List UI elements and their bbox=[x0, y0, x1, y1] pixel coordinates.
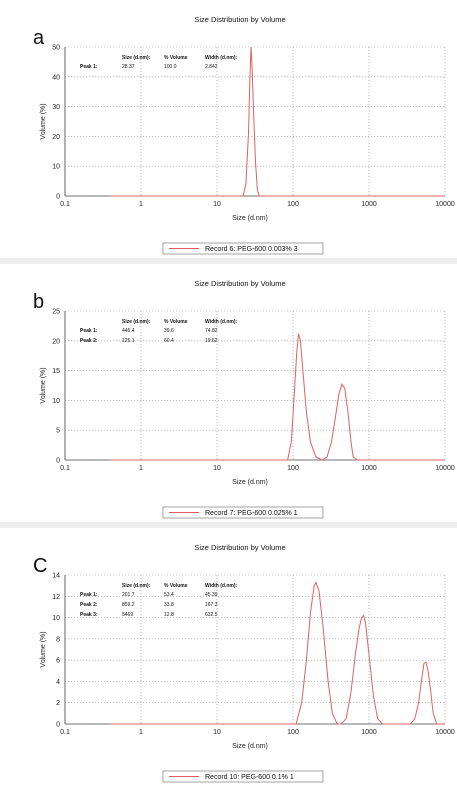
peak-label: Peak 1: bbox=[80, 328, 98, 334]
legend-box bbox=[162, 506, 324, 519]
x-tick-label: 100 bbox=[287, 729, 299, 736]
y-tick-label: 4 bbox=[56, 679, 60, 686]
legend-label: Record 7: PEG-600 0.025% 1 bbox=[205, 510, 298, 517]
y-tick-label: 15 bbox=[52, 368, 60, 375]
chart-panel-c: Size Distribution by Volume C 0.1 1 10 100 100… bbox=[0, 528, 457, 786]
x-tick-label: 1 bbox=[139, 201, 143, 208]
peak-value: 12.8 bbox=[164, 612, 174, 618]
chart-title: Size Distribution by Volume bbox=[194, 279, 285, 288]
y-tick-label: 8 bbox=[56, 636, 60, 643]
x-axis-label: Size (d.nm) bbox=[232, 479, 268, 486]
peak-value: 28.37 bbox=[122, 64, 135, 70]
x-axis-label: Size (d.nm) bbox=[232, 215, 268, 222]
x-tick-label: 10 bbox=[213, 201, 221, 208]
y-tick-label: 12 bbox=[52, 594, 60, 601]
table-header: Width (d.nm): bbox=[205, 55, 238, 61]
peak-value: 53.4 bbox=[164, 592, 174, 598]
x-tick-label: 0.1 bbox=[60, 465, 70, 472]
legend-box bbox=[162, 242, 324, 255]
y-tick-label: 0 bbox=[56, 722, 60, 729]
x-tick-label: 10000 bbox=[435, 729, 455, 736]
peak-value: 39.6 bbox=[164, 328, 174, 334]
y-tick-label: 6 bbox=[56, 658, 60, 665]
peak-value: 5469 bbox=[122, 612, 133, 618]
peak-value: 19.62 bbox=[205, 338, 218, 344]
y-tick-label: 40 bbox=[52, 74, 60, 81]
y-tick-label: 20 bbox=[52, 338, 60, 345]
y-tick-label: 2 bbox=[56, 700, 60, 707]
peak-value: 100.0 bbox=[164, 64, 177, 70]
table-header: Size (d.nm): bbox=[122, 319, 151, 325]
peak-value: 167.3 bbox=[205, 602, 218, 608]
y-tick-label: 50 bbox=[52, 45, 60, 52]
table-header: Size (d.nm): bbox=[122, 583, 151, 589]
panel-letter: b bbox=[33, 291, 44, 313]
chart-panel-b: Size Distribution by Volume b 0.1 1 10 100 100… bbox=[0, 264, 457, 522]
y-tick-label: 10 bbox=[52, 615, 60, 622]
chart-title: Size Distribution by Volume bbox=[194, 543, 285, 552]
table-header: % Volume bbox=[164, 319, 188, 325]
legend-label: Record 6: PEG-600 0.003% 3 bbox=[205, 246, 298, 253]
y-axis-label: Volume (%) bbox=[40, 367, 47, 403]
x-tick-label: 1 bbox=[139, 729, 143, 736]
peak-value: 2.842 bbox=[205, 64, 218, 70]
y-tick-label: 14 bbox=[52, 573, 60, 580]
x-tick-label: 10 bbox=[213, 465, 221, 472]
peak-value: 45.39 bbox=[205, 592, 218, 598]
panel-letter: C bbox=[33, 555, 47, 577]
table-header: % Volume bbox=[164, 55, 188, 61]
chart-panel-a: Size Distribution by Volume a 0.1 1 10 100 100… bbox=[0, 0, 457, 258]
x-tick-label: 100 bbox=[287, 201, 299, 208]
x-tick-label: 1000 bbox=[361, 201, 377, 208]
x-tick-label: 10 bbox=[213, 729, 221, 736]
table-header: Size (d.nm): bbox=[122, 55, 151, 61]
table-header: Width (d.nm): bbox=[205, 319, 238, 325]
panel-separator bbox=[0, 522, 457, 528]
peak-value: 74.82 bbox=[205, 328, 218, 334]
y-tick-label: 30 bbox=[52, 104, 60, 111]
y-tick-label: 0 bbox=[56, 194, 60, 201]
chart-title: Size Distribution by Volume bbox=[194, 15, 285, 24]
y-tick-label: 10 bbox=[52, 164, 60, 171]
x-tick-label: 0.1 bbox=[60, 201, 70, 208]
x-tick-label: 1000 bbox=[361, 465, 377, 472]
table-header: Width (d.nm): bbox=[205, 583, 238, 589]
peak-value: 33.8 bbox=[164, 602, 174, 608]
size-distribution-curve bbox=[110, 581, 445, 725]
x-tick-label: 1000 bbox=[361, 729, 377, 736]
peak-value: 125.1 bbox=[122, 338, 135, 344]
peak-label: Peak 1: bbox=[80, 64, 98, 70]
legend-label: Record 10: PEG-600 0.1% 1 bbox=[205, 774, 294, 781]
y-axis-label: Volume (%) bbox=[40, 103, 47, 139]
peak-value: 201.7 bbox=[122, 592, 135, 598]
peak-value: 60.4 bbox=[164, 338, 174, 344]
table-header: % Volume bbox=[164, 583, 188, 589]
x-tick-label: 10000 bbox=[435, 201, 455, 208]
x-tick-label: 10000 bbox=[435, 465, 455, 472]
y-tick-label: 20 bbox=[52, 134, 60, 141]
peak-value: 632.5 bbox=[205, 612, 218, 618]
size-distribution-curve bbox=[110, 46, 445, 197]
panel-letter: a bbox=[33, 27, 45, 49]
y-tick-label: 5 bbox=[56, 428, 60, 435]
y-axis-label: Volume (%) bbox=[40, 631, 47, 667]
peak-value: 859.2 bbox=[122, 602, 135, 608]
peak-label: Peak 3: bbox=[80, 612, 98, 618]
peak-label: Peak 2: bbox=[80, 602, 98, 608]
peak-label: Peak 2: bbox=[80, 338, 98, 344]
panel-separator bbox=[0, 258, 457, 264]
peak-label: Peak 1: bbox=[80, 592, 98, 598]
y-tick-label: 0 bbox=[56, 458, 60, 465]
peak-value: 446.4 bbox=[122, 328, 135, 334]
y-tick-label: 25 bbox=[52, 309, 60, 316]
x-axis-label: Size (d.nm) bbox=[232, 743, 268, 750]
x-tick-label: 1 bbox=[139, 465, 143, 472]
size-distribution-curve bbox=[110, 333, 445, 461]
x-tick-label: 100 bbox=[287, 465, 299, 472]
x-tick-label: 0.1 bbox=[60, 729, 70, 736]
y-tick-label: 10 bbox=[52, 398, 60, 405]
